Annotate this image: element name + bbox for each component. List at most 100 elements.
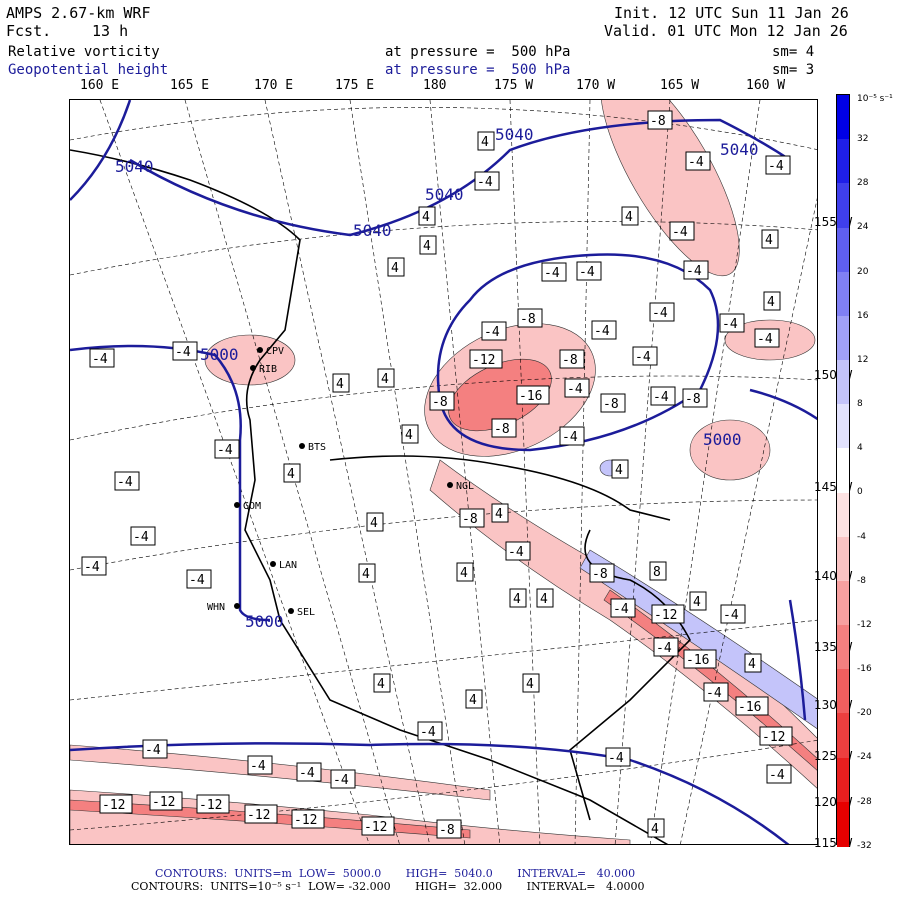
lon-label: 165 W [660,78,700,93]
svg-text:-8: -8 [592,567,608,582]
vort-label: -12 [244,804,278,824]
station-label: LAN [279,560,297,571]
svg-text:-12: -12 [199,798,222,813]
vort-label: -8 [491,418,517,438]
height-labels: 5040 5040 5040 5040 5040 5000 5000 5000 [115,125,759,631]
colorbar-segment [837,713,849,759]
svg-text:4: 4 [336,377,344,392]
vort-label: -4 [214,439,240,459]
vort-label: -8 [682,388,708,408]
colorbar-tick-label: 32 [857,134,869,144]
svg-text:-12: -12 [152,795,175,810]
svg-text:4: 4 [287,467,295,482]
vort-label: 4 [689,591,707,611]
svg-text:4: 4 [767,295,775,310]
colorbar-tick-label: 12 [857,354,869,365]
svg-text:-4: -4 [608,751,624,766]
vort-label: -4 [481,321,507,341]
svg-text:-4: -4 [768,159,784,174]
field2-name: Geopotential height [8,62,169,78]
vort-label: -4 [683,260,709,280]
colorbar-segment [837,360,849,406]
colorbar-segment [837,448,849,494]
station-label: SEL [297,607,315,618]
vort-label: 4 [611,459,629,479]
vort-label: -8 [559,349,585,369]
svg-text:4: 4 [391,261,399,276]
vort-label: -4 [417,721,443,741]
vort-label: 4 [419,235,437,255]
vort-label: -4 [247,755,273,775]
lon-label: 160 W [746,78,786,93]
vort-label: -12 [291,809,325,829]
svg-text:-4: -4 [769,768,785,783]
vort-label: -8 [517,308,543,328]
height-label: 5040 [495,125,534,144]
svg-text:-4: -4 [133,530,149,545]
vort-label: -8 [459,508,485,528]
svg-text:-4: -4 [594,324,610,339]
vort-label: 4 [332,373,350,393]
vort-label: -4 [632,346,658,366]
svg-text:-4: -4 [508,545,524,560]
vort-label: -12 [759,726,793,746]
svg-text:-16: -16 [686,653,709,668]
vort-label: -4 [669,221,695,241]
svg-text:-4: -4 [333,773,349,788]
vort-label: -4 [765,155,791,175]
colorbar-tick-label: -32 [857,840,872,851]
svg-text:4: 4 [526,677,534,692]
vort-label: 4 [621,206,639,226]
station-label: CPV [266,346,284,357]
svg-text:4: 4 [615,463,623,478]
svg-text:-12: -12 [294,813,317,828]
height-label: 5000 [703,430,742,449]
station-label: WHN [207,602,225,613]
svg-text:-8: -8 [494,422,510,437]
svg-text:4: 4 [422,210,430,225]
svg-text:-4: -4 [688,155,704,170]
svg-text:4: 4 [765,233,773,248]
svg-text:-4: -4 [672,225,688,240]
svg-text:-4: -4 [635,350,651,365]
svg-text:-4: -4 [189,573,205,588]
vort-label: -4 [650,386,676,406]
vort-label: -8 [589,563,615,583]
vort-label: -12 [469,349,503,369]
vort-label: 4 [536,588,554,608]
svg-text:-4: -4 [652,306,668,321]
valid-time: Valid. 01 UTC Mon 12 Jan 26 [604,22,848,40]
vort-label: -4 [605,747,631,767]
map-panel: CPV RIB BTS NGL GOM LAN WHN SEL 5040 504… [69,99,818,845]
vort-label: -4 [89,348,115,368]
forecast-hours: 13 h [92,22,129,40]
station-label: RIB [259,364,277,375]
svg-text:-4: -4 [706,686,722,701]
colorbar-tick-label: 0 [857,487,863,498]
vort-label: -4 [653,637,679,657]
vort-label: 4 [377,368,395,388]
positive-vorticity-shading [70,100,817,844]
vort-label: 4 [522,673,540,693]
svg-text:-12: -12 [762,730,785,745]
colorbar-tick-label: 28 [857,178,869,189]
svg-text:4: 4 [460,566,468,581]
svg-text:-4: -4 [723,608,739,623]
colorbar-segment [837,315,849,362]
vort-label: -4 [505,541,531,561]
height-label: 5000 [245,612,284,631]
svg-text:-4: -4 [217,443,233,458]
colorbar-segment [837,669,849,715]
vort-label: 4 [761,229,779,249]
station-label: NGL [456,481,474,492]
svg-text:-16: -16 [738,700,761,715]
svg-text:-4: -4 [613,602,629,617]
vort-label: -8 [436,819,462,839]
vort-label: 4 [387,257,405,277]
field1-level: at pressure = 500 hPa [385,44,571,60]
init-time: Init. 12 UTC Sun 11 Jan 26 [614,4,849,22]
svg-text:4: 4 [362,567,370,582]
colorbar-tick-label: -8 [857,575,866,586]
vort-label: -12 [361,816,395,836]
colorbar-segment [837,580,849,627]
